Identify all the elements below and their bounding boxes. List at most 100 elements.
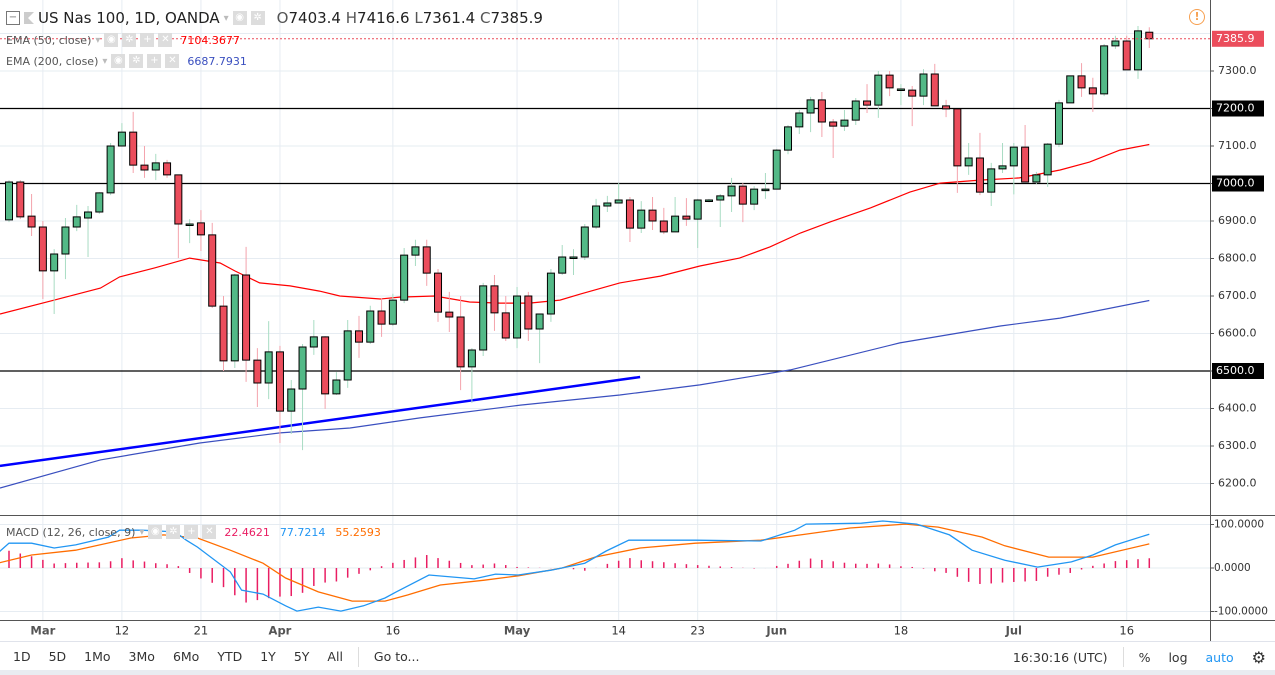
candle-body <box>1032 174 1041 183</box>
candle-body <box>648 209 657 222</box>
macd-label[interactable]: MACD (12, 26, close, 9) <box>6 525 136 539</box>
percent-toggle[interactable]: % <box>1138 649 1151 665</box>
range-1mo[interactable]: 1Mo <box>84 649 111 664</box>
candle <box>1021 125 1030 183</box>
candle-body <box>354 330 363 343</box>
candle <box>1054 99 1063 148</box>
chevron-down-icon[interactable]: ▾ <box>223 12 229 24</box>
warning-icon[interactable]: ! <box>1189 9 1205 25</box>
candle-body <box>772 149 781 190</box>
candle <box>117 123 126 147</box>
candle <box>309 320 318 355</box>
plus-icon[interactable]: + <box>147 54 162 68</box>
eye-icon[interactable]: ◉ <box>232 11 247 25</box>
candle <box>896 84 905 106</box>
candle-body <box>1066 75 1075 104</box>
candle-body <box>1077 75 1086 89</box>
auto-toggle[interactable]: auto <box>1205 649 1234 665</box>
range-all[interactable]: All <box>327 649 343 664</box>
time-axis-label: Apr <box>269 624 292 638</box>
candle <box>716 194 725 227</box>
clock-readout[interactable]: 16:30:16 (UTC) <box>1012 649 1108 665</box>
range-3mo[interactable]: 3Mo <box>128 649 155 664</box>
candle <box>467 348 476 403</box>
plus-icon[interactable]: + <box>184 525 199 539</box>
log-toggle[interactable]: log <box>1168 649 1188 665</box>
gear-icon[interactable]: ✲ <box>166 525 181 539</box>
chart-canvas[interactable]: 6200.0 6300.0 6400.0 6600.0 6700.0 6800.0 6900… <box>0 0 1275 641</box>
candle-body <box>275 351 284 412</box>
chevron-down-icon[interactable]: ▾ <box>95 34 101 46</box>
candle <box>908 86 917 127</box>
eye-icon[interactable]: ◉ <box>104 33 119 47</box>
candle-body <box>321 336 330 395</box>
ema50-label[interactable]: EMA (50, close) <box>6 33 92 47</box>
candle-body <box>851 100 860 121</box>
eye-icon[interactable]: ◉ <box>111 54 126 68</box>
candle <box>5 180 13 223</box>
symbol-title[interactable]: US Nas 100, 1D, OANDA <box>38 9 220 27</box>
flag-icon[interactable] <box>24 12 34 24</box>
candle <box>942 99 951 118</box>
plus-icon[interactable]: + <box>140 33 155 47</box>
gear-icon[interactable]: ✲ <box>129 54 144 68</box>
trendline <box>0 375 641 468</box>
chevron-down-icon[interactable]: ▾ <box>102 55 108 67</box>
candle-body <box>50 253 59 272</box>
close-value: 7385.9 <box>490 9 543 27</box>
macd-legend: MACD (12, 26, close, 9) ▾ ◉ ✲ + ✕ 22.4621 77… <box>6 525 381 539</box>
time-axis-label: 18 <box>894 624 909 638</box>
candle-body <box>592 205 601 228</box>
gear-icon[interactable]: ✲ <box>122 33 137 47</box>
close-icon[interactable]: ✕ <box>165 54 180 68</box>
candle <box>61 218 70 280</box>
candle-body <box>388 299 397 325</box>
gear-icon[interactable]: ⚙ <box>1251 647 1266 667</box>
chevron-down-icon[interactable]: ▾ <box>139 526 145 538</box>
candle-body <box>309 336 318 348</box>
time-axis-label: 21 <box>194 624 209 638</box>
candle <box>27 194 36 236</box>
macd-axis-label: 0.0000 <box>1214 562 1251 574</box>
candle <box>964 143 973 175</box>
candle-body <box>817 99 826 123</box>
collapse-icon[interactable]: − <box>6 11 20 25</box>
range-5y[interactable]: 5Y <box>293 649 310 664</box>
eye-icon[interactable]: ◉ <box>148 525 163 539</box>
candle-body <box>942 105 951 110</box>
range-5d[interactable]: 5D <box>48 649 67 664</box>
ema200-legend: EMA (200, close) ▾ ◉ ✲ + ✕ 6687.7931 <box>6 54 247 68</box>
range-1d[interactable]: 1D <box>13 649 31 664</box>
candle <box>987 162 996 206</box>
candle <box>411 239 420 266</box>
candle <box>535 313 544 364</box>
go-to-button[interactable]: Go to... <box>373 649 420 664</box>
level-price-tag <box>1212 175 1264 192</box>
price-axis-label: 6300.0 <box>1218 439 1257 452</box>
candle <box>750 186 759 211</box>
candle <box>772 149 781 190</box>
price-axis-label: 6200.0 <box>1218 477 1257 490</box>
macd-axis-label: -100.0000 <box>1214 606 1268 618</box>
candle <box>795 110 804 134</box>
candle-body <box>445 311 454 318</box>
candle <box>230 273 239 368</box>
range-ytd[interactable]: YTD <box>217 649 243 664</box>
close-icon[interactable]: ✕ <box>158 33 173 47</box>
candle-body <box>140 164 149 171</box>
macd-axis-label: 100.0000 <box>1214 519 1264 531</box>
range-6mo[interactable]: 6Mo <box>172 649 200 664</box>
close-icon[interactable]: ✕ <box>202 525 217 539</box>
candle <box>298 344 307 451</box>
gear-icon[interactable]: ✲ <box>250 11 265 25</box>
candle <box>1077 63 1086 97</box>
range-1y[interactable]: 1Y <box>260 649 276 664</box>
candle-body <box>795 112 804 128</box>
high-label: H <box>345 9 358 27</box>
candle-body <box>106 145 115 194</box>
candle <box>84 206 93 257</box>
ema200-label[interactable]: EMA (200, close) <box>6 54 99 68</box>
high-value: 7416.6 <box>357 9 410 27</box>
candle-body <box>987 168 996 193</box>
price-axis-label: 6800.0 <box>1218 252 1257 265</box>
